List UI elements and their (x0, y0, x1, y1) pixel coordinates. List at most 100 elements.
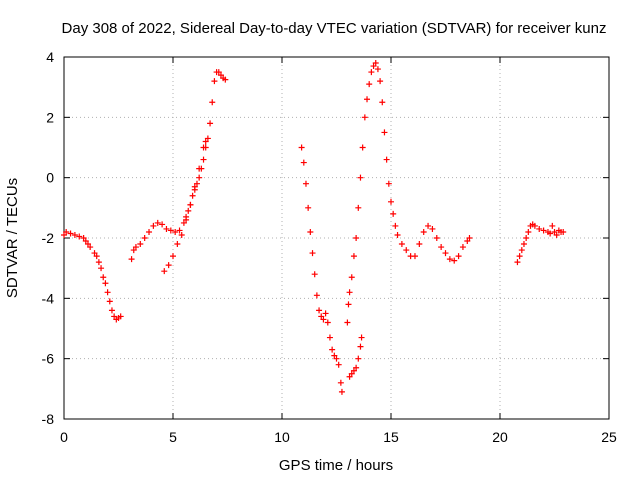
data-point (209, 99, 216, 106)
data-point (353, 235, 360, 241)
data-point (388, 198, 394, 205)
series-5 (344, 60, 473, 326)
data-point (71, 231, 78, 238)
data-point (331, 352, 338, 359)
data-point (320, 316, 327, 323)
data-point (176, 227, 183, 234)
data-point (333, 355, 340, 362)
data-point (215, 69, 222, 76)
data-point (348, 370, 355, 377)
data-point (335, 361, 342, 368)
data-point (204, 135, 211, 142)
data-point (217, 72, 224, 79)
data-point (61, 231, 67, 238)
data-point (87, 244, 94, 251)
y-tick-label: 4 (46, 49, 54, 65)
data-point (411, 253, 418, 260)
x-tick-label: 15 (383, 429, 399, 445)
data-point (159, 221, 166, 228)
data-point (370, 63, 377, 70)
data-point (357, 343, 364, 350)
data-point (108, 307, 115, 314)
data-point (106, 298, 113, 305)
data-point (390, 210, 397, 217)
data-point (189, 192, 196, 199)
data-point (187, 201, 194, 208)
data-point (438, 244, 445, 251)
data-point (84, 241, 91, 248)
data-point (313, 292, 320, 299)
data-point (324, 319, 331, 326)
y-tick-label: -2 (42, 230, 55, 246)
data-point (311, 271, 318, 278)
data-point (305, 204, 312, 211)
x-tick-label: 10 (274, 429, 290, 445)
data-point (350, 367, 357, 374)
data-point (379, 99, 386, 106)
data-point (446, 256, 453, 263)
data-point (368, 69, 375, 76)
data-point (67, 230, 74, 237)
data-point (377, 78, 384, 85)
data-point (185, 207, 192, 214)
data-point (161, 268, 168, 275)
series-3 (161, 138, 209, 275)
data-point (547, 230, 554, 237)
data-point (167, 227, 174, 234)
x-tick-label: 25 (601, 429, 617, 445)
data-point (350, 253, 357, 260)
data-point (346, 373, 353, 380)
data-point (549, 222, 556, 229)
data-point (202, 138, 209, 145)
data-point (93, 253, 100, 260)
data-point (385, 180, 392, 187)
axis-ticks: 0 5 10 15 20 25 -8 -6 -4 -2 0 2 4 (42, 49, 617, 445)
chart-title: Day 308 of 2022, Sidereal Day-to-day VTE… (62, 20, 607, 37)
data-point (141, 235, 148, 241)
data-point (200, 144, 207, 151)
y-tick-label: 0 (46, 170, 54, 186)
data-point (420, 228, 427, 235)
y-tick-label: -4 (42, 290, 55, 306)
data-point (551, 228, 558, 235)
data-point (525, 228, 532, 235)
data-point (95, 259, 102, 266)
series-6 (346, 334, 365, 380)
series-2 (128, 69, 229, 263)
data-point (196, 165, 203, 172)
data-point (170, 253, 176, 260)
data-point (540, 227, 547, 234)
data-point (355, 355, 362, 362)
data-series (61, 60, 567, 395)
data-point (63, 228, 70, 235)
data-point (429, 225, 436, 232)
data-point (80, 235, 87, 241)
data-point (329, 346, 336, 353)
data-point (357, 174, 364, 181)
data-point (82, 238, 89, 245)
data-point (553, 231, 560, 238)
data-point (416, 241, 423, 248)
data-point (117, 313, 124, 320)
data-point (346, 289, 353, 296)
data-point (372, 60, 379, 67)
data-point (180, 219, 187, 226)
y-tick-label: 2 (46, 109, 54, 125)
data-point (392, 222, 399, 229)
series-7 (514, 221, 567, 266)
data-point (128, 256, 135, 263)
data-point (100, 274, 107, 281)
data-point (520, 241, 527, 248)
data-point (366, 81, 373, 88)
data-point (98, 265, 105, 272)
data-point (358, 334, 365, 341)
data-point (383, 156, 390, 163)
data-point (348, 274, 355, 281)
data-point (196, 174, 203, 181)
data-point (193, 180, 200, 187)
data-point (374, 66, 381, 73)
data-point (516, 253, 523, 260)
x-axis-label: GPS time / hours (279, 457, 393, 474)
data-point (337, 379, 344, 386)
data-point (302, 180, 309, 187)
